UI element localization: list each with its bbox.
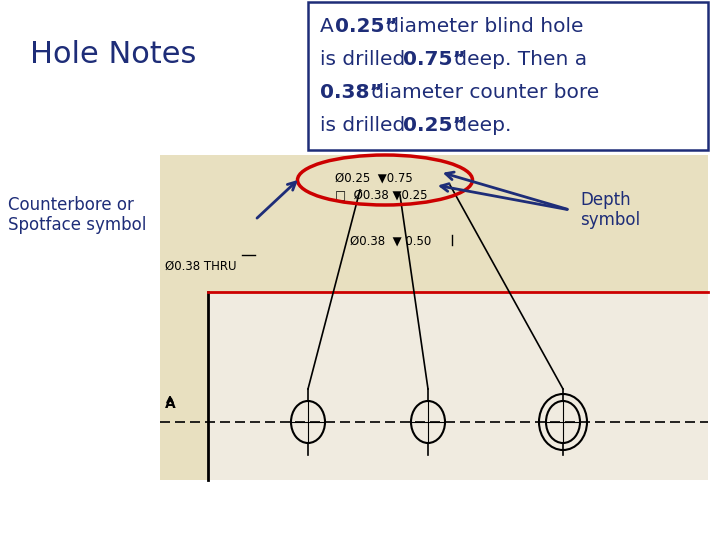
Text: deep. Then a: deep. Then a <box>448 50 587 69</box>
Text: diameter blind hole: diameter blind hole <box>380 17 583 36</box>
Text: deep.: deep. <box>448 116 511 135</box>
Text: 0.25”: 0.25” <box>403 116 466 135</box>
Text: is drilled: is drilled <box>320 50 412 69</box>
Text: 0.38”: 0.38” <box>320 83 383 102</box>
Text: Ø0.38  ▼ 0.50: Ø0.38 ▼ 0.50 <box>350 235 431 248</box>
Text: Hole Notes: Hole Notes <box>30 40 197 69</box>
Text: diameter counter bore: diameter counter bore <box>365 83 599 102</box>
Text: 0.25”: 0.25” <box>335 17 398 36</box>
Text: is drilled: is drilled <box>320 116 412 135</box>
Text: A: A <box>165 397 176 411</box>
Text: Counterbore or
Spotface symbol: Counterbore or Spotface symbol <box>8 195 146 234</box>
Text: Ø0.38 THRU: Ø0.38 THRU <box>165 260 236 273</box>
Text: Ø0.25  ▼0.75: Ø0.25 ▼0.75 <box>335 172 413 185</box>
FancyBboxPatch shape <box>308 2 708 150</box>
Text: 0.75”: 0.75” <box>403 50 466 69</box>
Text: A: A <box>320 17 340 36</box>
Bar <box>208 292 708 480</box>
Bar <box>160 155 708 480</box>
Text: □  Ø0.38 ▼0.25: □ Ø0.38 ▼0.25 <box>335 188 428 201</box>
Text: Depth
symbol: Depth symbol <box>580 191 640 229</box>
